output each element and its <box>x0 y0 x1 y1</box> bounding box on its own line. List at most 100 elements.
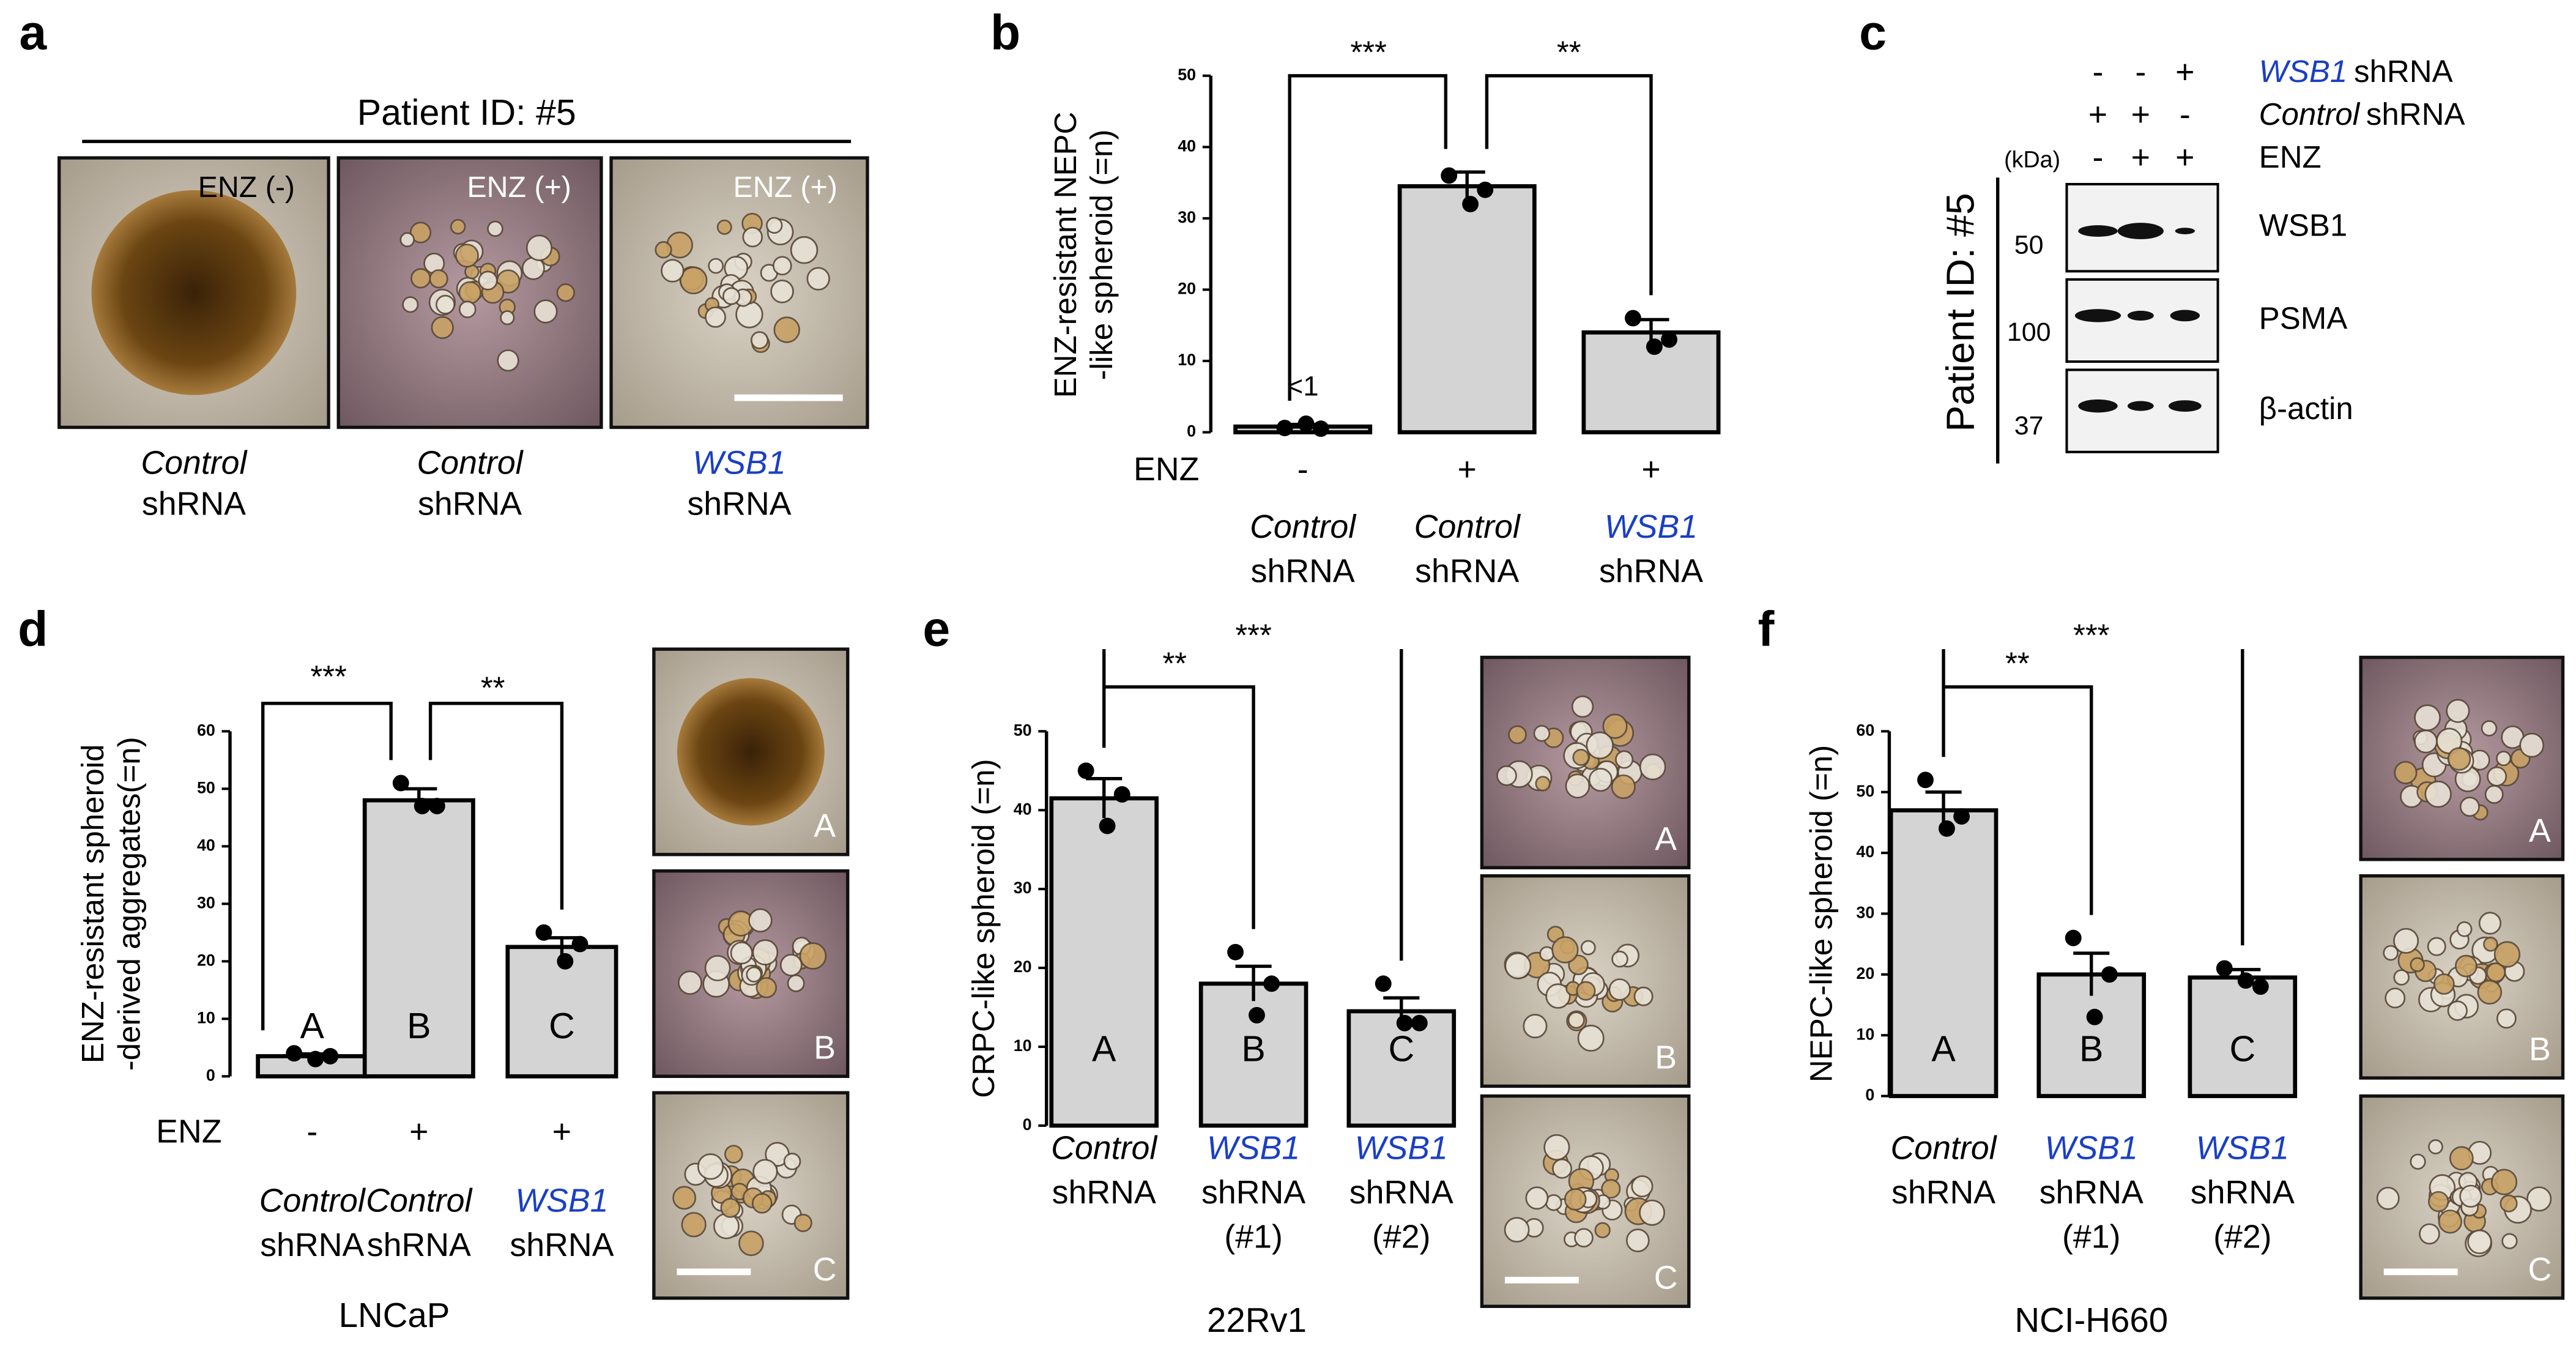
cell <box>2446 699 2470 723</box>
cell <box>2447 747 2471 771</box>
cell <box>1594 1222 1611 1239</box>
cell <box>2385 987 2406 1009</box>
cell <box>1625 1228 1650 1252</box>
cell <box>1586 731 1614 760</box>
y-tick-label: 40 <box>197 836 215 854</box>
category-label: shRNA <box>1251 553 1355 590</box>
panel-letter: d <box>18 601 48 656</box>
cell <box>722 287 741 305</box>
cell <box>746 966 762 983</box>
caption: Control <box>417 444 524 481</box>
cell <box>500 310 515 325</box>
cell <box>679 266 708 295</box>
y-tick-label: 50 <box>197 778 215 797</box>
cell <box>704 954 731 981</box>
cell <box>2459 1184 2482 1208</box>
cell <box>655 241 672 259</box>
sign: + <box>2175 139 2194 176</box>
y-tick-label: 30 <box>1178 208 1196 226</box>
data-point <box>1917 771 1934 789</box>
caption: LNCaP <box>339 1296 450 1334</box>
cell <box>2393 927 2419 954</box>
y-axis-label: ENZ-resistant NEPC <box>1048 112 1083 398</box>
y-tick-label: 50 <box>1856 782 1874 800</box>
panel-letter: c <box>1859 6 1887 61</box>
category-label: Control <box>1051 1129 1158 1166</box>
cell <box>429 269 448 289</box>
image-letter: B <box>2529 1031 2551 1068</box>
micrograph <box>2359 655 2565 861</box>
cell <box>2496 751 2512 767</box>
micrograph <box>609 156 869 429</box>
data-point <box>2086 1008 2103 1025</box>
y-tick-label: 10 <box>197 1008 215 1027</box>
cell <box>2414 729 2438 754</box>
cell <box>1552 1158 1573 1179</box>
enz-sign: + <box>1458 451 1477 488</box>
blot-name: PSMA <box>2259 300 2348 335</box>
enz-sign: - <box>306 1113 317 1150</box>
cell <box>708 258 724 274</box>
cell <box>1567 1011 1585 1029</box>
band <box>2168 400 2202 412</box>
cell <box>2376 1186 2400 1210</box>
data-point <box>2216 960 2233 977</box>
cell <box>2383 945 2399 961</box>
cell <box>1580 940 1596 956</box>
panel-letter: e <box>922 601 950 656</box>
micrograph <box>336 156 603 429</box>
category-label: (#1) <box>2062 1218 2121 1255</box>
cell <box>2459 797 2480 817</box>
micrograph <box>57 156 330 429</box>
cell <box>2428 1139 2443 1154</box>
data-point <box>414 798 431 814</box>
cell <box>2393 969 2410 986</box>
panel-letter: a <box>19 6 47 61</box>
cell <box>525 234 553 261</box>
data-point <box>2065 929 2082 946</box>
cell <box>790 236 818 264</box>
cell <box>1611 950 1628 968</box>
cell <box>1608 978 1631 1001</box>
y-tick-label: 20 <box>1856 964 1874 983</box>
micrograph <box>652 647 850 857</box>
band <box>2078 399 2118 413</box>
cell <box>2493 941 2521 968</box>
bar-letter: A <box>300 1006 325 1046</box>
y-axis-label: -derived aggregates(=n) <box>111 737 146 1071</box>
cell <box>2449 1146 2474 1171</box>
caption: Control <box>141 444 248 481</box>
cell <box>1588 768 1613 792</box>
category-label: WSB1 <box>2196 1129 2289 1166</box>
y-tick-label: 20 <box>1014 957 1032 976</box>
cell <box>1633 986 1654 1006</box>
sig-label: ** <box>2005 645 2030 680</box>
cell <box>773 316 800 343</box>
cell <box>2410 957 2425 972</box>
category-label: Control <box>259 1182 366 1219</box>
y-tick-label: 10 <box>1856 1025 1874 1043</box>
spheroid <box>677 678 825 826</box>
micrograph <box>1480 655 1691 869</box>
sig-bracket <box>1104 685 1255 929</box>
band <box>2170 310 2200 322</box>
cell <box>1523 1014 1548 1039</box>
bar <box>1049 796 1159 1128</box>
caption: shRNA <box>687 486 791 522</box>
sig-label: *** <box>1235 618 1272 653</box>
image-letter: C <box>2528 1251 2552 1288</box>
category-label: shRNA <box>367 1227 471 1263</box>
cell <box>409 221 432 243</box>
cell <box>2490 1169 2518 1195</box>
cell <box>742 226 763 248</box>
cell <box>2456 921 2473 937</box>
category-label: shRNA <box>1599 553 1703 590</box>
data-point <box>2101 966 2118 983</box>
cell <box>752 1159 778 1184</box>
band <box>2127 401 2154 411</box>
panel-letter: f <box>1758 601 1775 656</box>
spheroid <box>91 190 297 395</box>
cell <box>2414 704 2441 732</box>
panel-a-title: Patient ID: #5 <box>357 92 576 133</box>
